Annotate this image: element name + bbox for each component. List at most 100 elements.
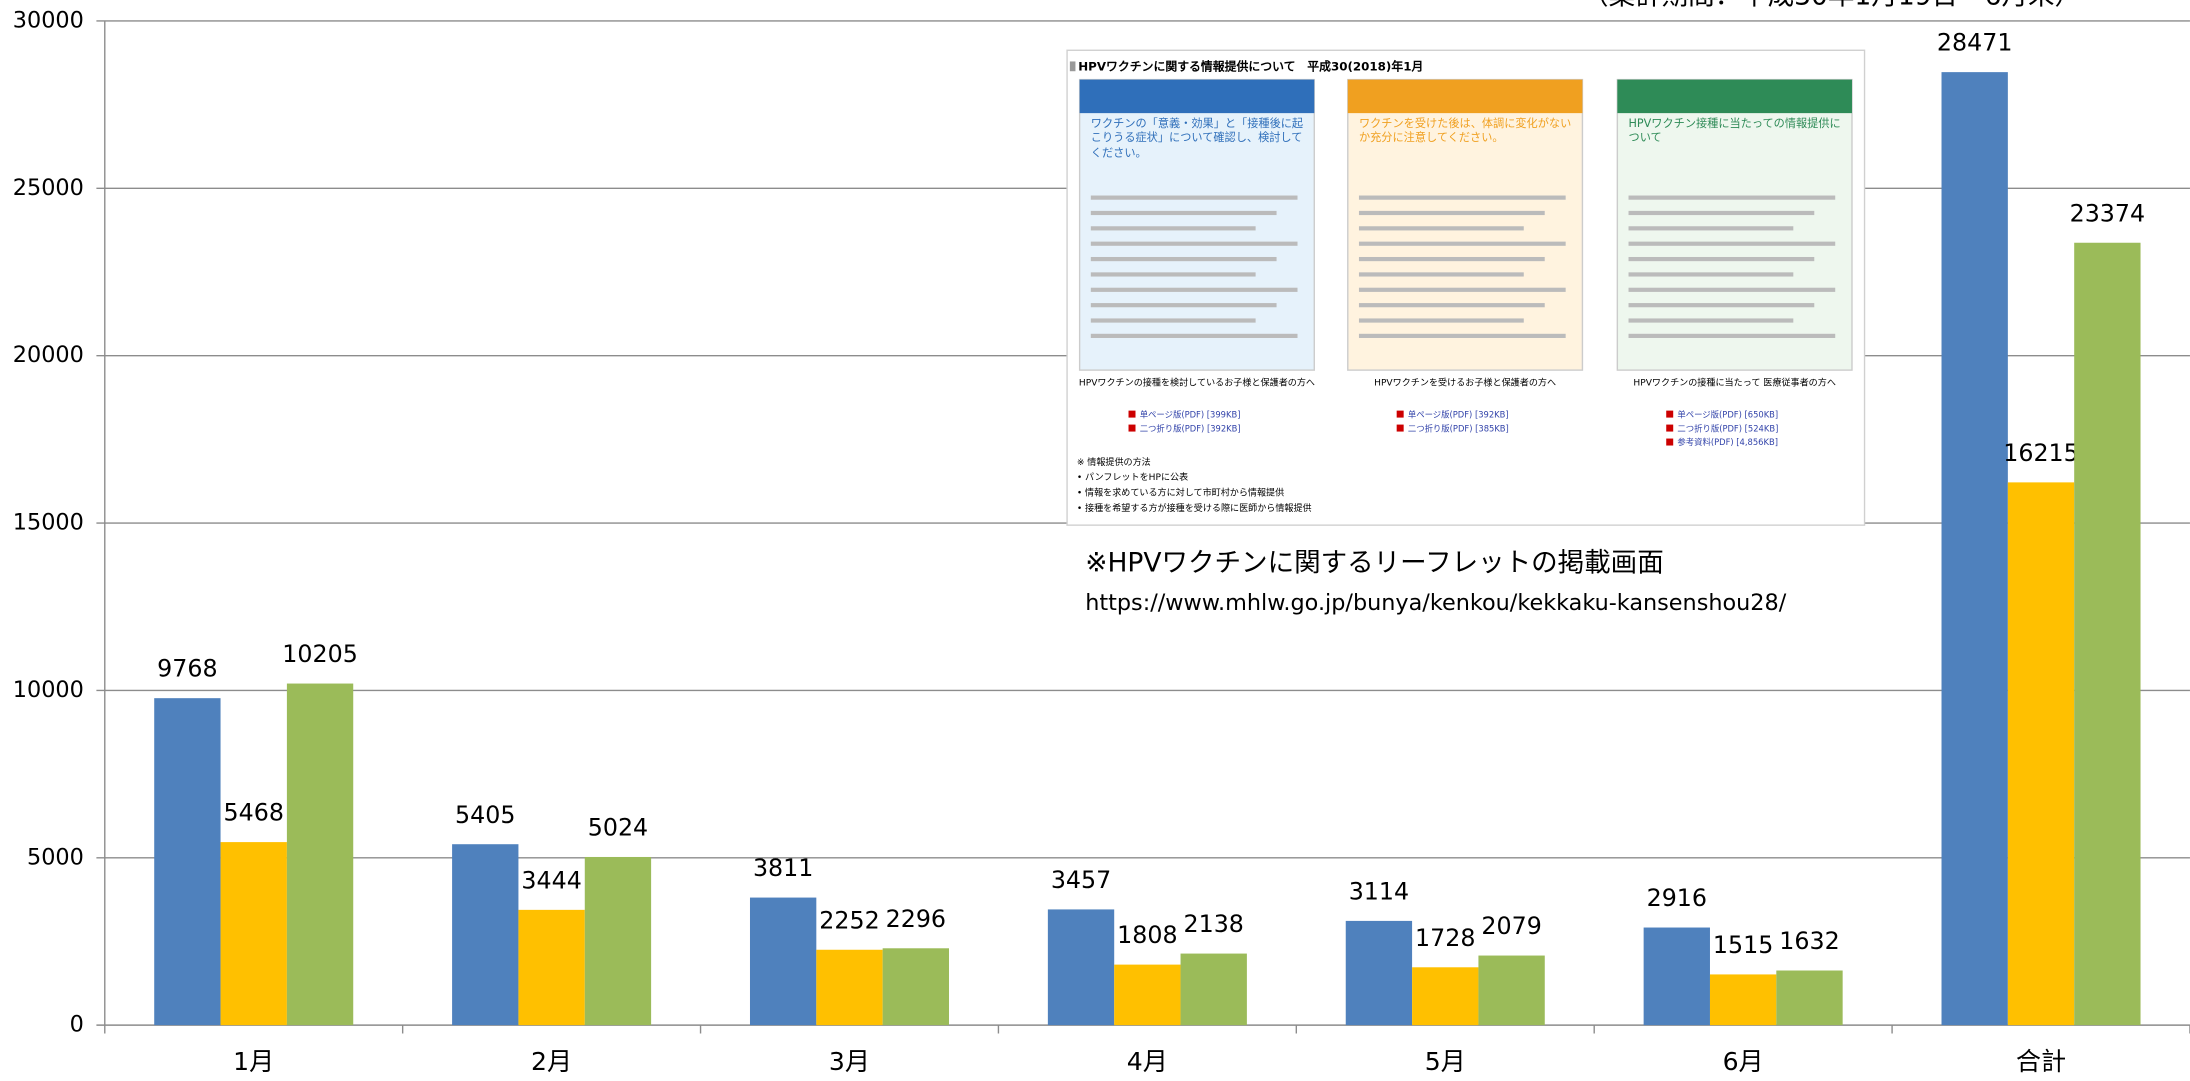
leaflet-caption: HPVワクチンの接種を検討しているお子様と保護者の方へ	[1073, 377, 1322, 390]
leaflet-textline	[1359, 242, 1566, 246]
bar	[2074, 243, 2140, 1025]
leaflet-textline	[1629, 211, 1815, 215]
leaflet-textline	[1359, 196, 1566, 200]
leaflet-textline	[1629, 318, 1794, 322]
leaflet-link: 二つ折り版(PDF) [385KB]	[1408, 423, 1509, 433]
leaflet-textline	[1359, 211, 1545, 215]
value-label: 5024	[588, 814, 648, 842]
pdf-icon	[1666, 439, 1673, 446]
leaflet-textline	[1359, 334, 1566, 338]
bar	[750, 898, 816, 1026]
inset-marker	[1070, 61, 1076, 71]
bar	[1478, 956, 1544, 1026]
bar	[2008, 482, 2074, 1025]
value-label: 28471	[1937, 29, 2013, 57]
leaflet-textline	[1359, 272, 1524, 276]
leaflet-headline-box: ワクチンの「意義・効果」と「接種後に起こりうる症状」について確認し、検討してくだ…	[1091, 117, 1303, 187]
pdf-icon	[1129, 425, 1136, 432]
value-label: 1808	[1117, 921, 1177, 949]
value-label: 3114	[1349, 877, 1409, 905]
leaflet-caption-box: HPVワクチンの接種に当たって 医療従事者の方へ	[1610, 377, 1859, 408]
value-label: 2252	[819, 906, 879, 934]
value-label: 16215	[2003, 439, 2079, 467]
y-tick-label: 30000	[13, 7, 84, 33]
bar	[1942, 72, 2008, 1025]
bar	[816, 950, 882, 1025]
chart-subtitle: （集計期間：平成30年1月19日～6月末）	[1582, 0, 2081, 12]
leaflet-textline	[1359, 303, 1545, 307]
x-tick-label: 1月	[233, 1047, 274, 1076]
y-tick-label: 25000	[13, 175, 84, 201]
leaflet-textline	[1629, 272, 1794, 276]
leaflet-caption: HPVワクチンの接種に当たって 医療従事者の方へ	[1610, 377, 1859, 390]
value-label: 1728	[1415, 924, 1475, 952]
leaflet-headline: HPVワクチン接種に当たっての情報提供について	[1629, 117, 1841, 146]
pdf-icon	[1397, 411, 1404, 418]
leaflet-textline	[1629, 196, 1836, 200]
y-tick-label: 20000	[13, 342, 84, 368]
value-label: 2138	[1184, 910, 1244, 938]
leaflet-headline-box: ワクチンを受けた後は、体調に変化がないか充分に注意してください。	[1359, 117, 1571, 187]
leaflet-header	[1617, 80, 1852, 114]
bar	[287, 684, 353, 1026]
inset-note: • 接種を希望する方が接種を受ける際に医師から情報提供	[1077, 502, 1312, 514]
bar	[585, 857, 651, 1025]
bar	[1776, 971, 1842, 1026]
value-label: 5405	[455, 801, 515, 829]
leaflet-textline	[1359, 226, 1524, 230]
inset-header: HPVワクチンに関する情報提供について 平成30(2018)年1月	[1078, 60, 1423, 74]
leaflet-textline	[1359, 257, 1545, 261]
leaflet-textline	[1629, 257, 1815, 261]
x-tick-label: 5月	[1425, 1047, 1466, 1076]
leaflet-textline	[1091, 196, 1298, 200]
leaflet-link: 单ページ版(PDF) [392KB]	[1408, 409, 1509, 419]
leaflet-textline	[1629, 334, 1836, 338]
leaflet-textline	[1091, 242, 1298, 246]
y-tick-label: 10000	[13, 677, 84, 703]
value-label: 10205	[282, 640, 358, 668]
leaflet-link: 单ページ版(PDF) [399KB]	[1140, 409, 1241, 419]
pdf-icon	[1397, 425, 1404, 432]
leaflet-textline	[1629, 303, 1815, 307]
x-tick-label: 合計	[2016, 1047, 2066, 1076]
inset-note: • 情報を求めている方に対して市町村から情報提供	[1077, 487, 1284, 499]
pdf-icon	[1666, 411, 1673, 418]
leaflet-header	[1080, 80, 1315, 114]
leaflet-caption: HPVワクチンを受けるお子様と保護者の方へ	[1341, 377, 1590, 390]
leaflet-caption-box: HPVワクチンを受けるお子様と保護者の方へ	[1341, 377, 1590, 408]
bar	[452, 844, 518, 1025]
leaflet-textline	[1091, 226, 1256, 230]
leaflet-link: 参考資料(PDF) [4,856KB]	[1677, 437, 1778, 447]
bar	[154, 698, 220, 1025]
leaflet-headline: ワクチンの「意義・効果」と「接種後に起こりうる症状」について確認し、検討してくだ…	[1091, 117, 1303, 161]
leaflet-headline-box: HPVワクチン接種に当たっての情報提供について	[1629, 117, 1841, 187]
value-label: 3811	[753, 854, 813, 882]
bar	[883, 948, 949, 1025]
bar	[1644, 928, 1710, 1026]
leaflet-textline	[1629, 242, 1836, 246]
leaflet-headline: ワクチンを受けた後は、体調に変化がないか充分に注意してください。	[1359, 117, 1571, 146]
x-tick-label: 4月	[1127, 1047, 1168, 1076]
leaflet-textline	[1091, 211, 1277, 215]
bar	[1181, 954, 1247, 1026]
leaflet-caption-box: HPVワクチンの接種を検討しているお子様と保護者の方へ	[1073, 377, 1322, 408]
leaflet-textline	[1359, 288, 1566, 292]
leaflet-textline	[1091, 272, 1256, 276]
leaflet-header	[1348, 80, 1583, 114]
leaflet-textline	[1091, 288, 1298, 292]
value-label: 3444	[521, 866, 581, 894]
leaflet-textline	[1629, 288, 1836, 292]
inset-note: • パンフレットをHPに公表	[1077, 471, 1188, 483]
value-label: 9768	[157, 655, 217, 683]
leaflet-textline	[1091, 257, 1277, 261]
bar	[1412, 967, 1478, 1025]
value-label: 2296	[886, 905, 946, 933]
x-tick-label: 3月	[829, 1047, 870, 1076]
inset-url: https://www.mhlw.go.jp/bunya/kenkou/kekk…	[1085, 590, 1786, 616]
value-label: 5468	[224, 799, 284, 827]
bar	[221, 842, 287, 1025]
value-label: 1632	[1779, 927, 1839, 955]
x-tick-label: 6月	[1723, 1047, 1764, 1076]
value-label: 2916	[1647, 884, 1707, 912]
value-label: 3457	[1051, 866, 1111, 894]
